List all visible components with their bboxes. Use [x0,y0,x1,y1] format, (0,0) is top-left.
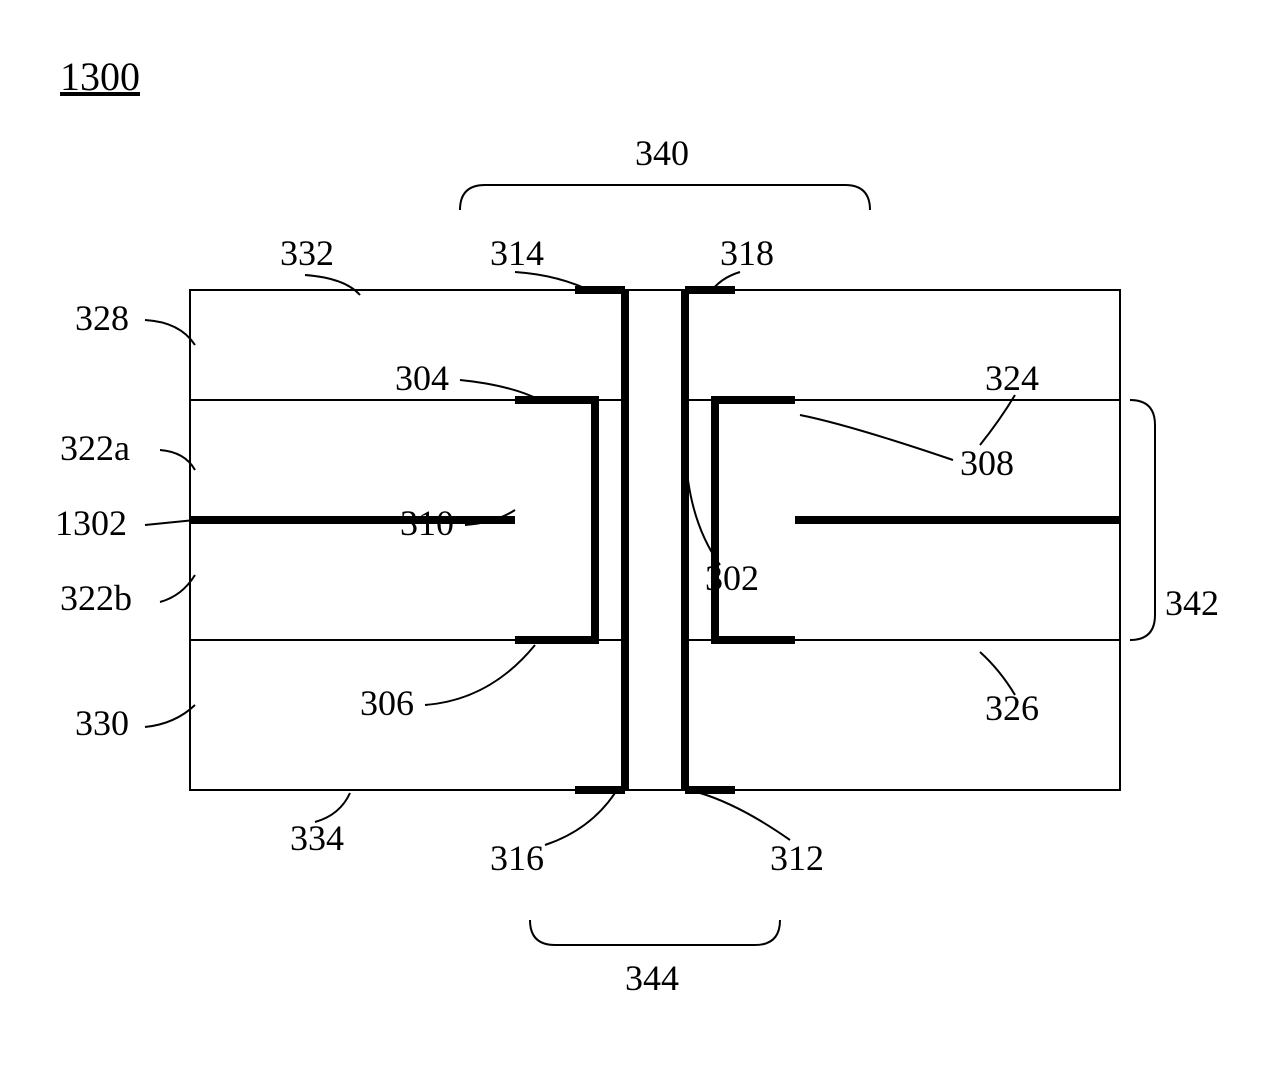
leader-316 [545,793,615,845]
label-330: 330 [75,703,129,743]
label-310: 310 [400,503,454,543]
label-326: 326 [985,688,1039,728]
leader-328 [145,320,195,345]
label-342: 342 [1165,583,1219,623]
leader-324 [980,395,1015,445]
bracket-right [715,400,795,640]
label-334: 334 [290,818,344,858]
label-322b: 322b [60,578,132,618]
label-314: 314 [490,233,544,273]
bracket-left [515,400,595,640]
brace-top [460,185,870,210]
label-328: 328 [75,298,129,338]
brace-right [1130,400,1155,640]
label-312: 312 [770,838,824,878]
label-304: 304 [395,358,449,398]
leader-306 [425,645,535,705]
label-324: 324 [985,358,1039,398]
label-318: 318 [720,233,774,273]
leader-330 [145,705,195,727]
label-316: 316 [490,838,544,878]
leader-1302 [145,520,195,525]
figure-number: 1300 [60,54,140,99]
device-outline [190,290,1120,790]
leader-308 [800,415,953,460]
label-302: 302 [705,558,759,598]
label-1302: 1302 [55,503,127,543]
label-306: 306 [360,683,414,723]
label-340: 340 [635,133,689,173]
label-322a: 322a [60,428,130,468]
leader-332 [305,275,360,295]
label-344: 344 [625,958,679,998]
brace-bottom [530,920,780,945]
label-332: 332 [280,233,334,273]
leader-312 [700,793,790,840]
label-308: 308 [960,443,1014,483]
